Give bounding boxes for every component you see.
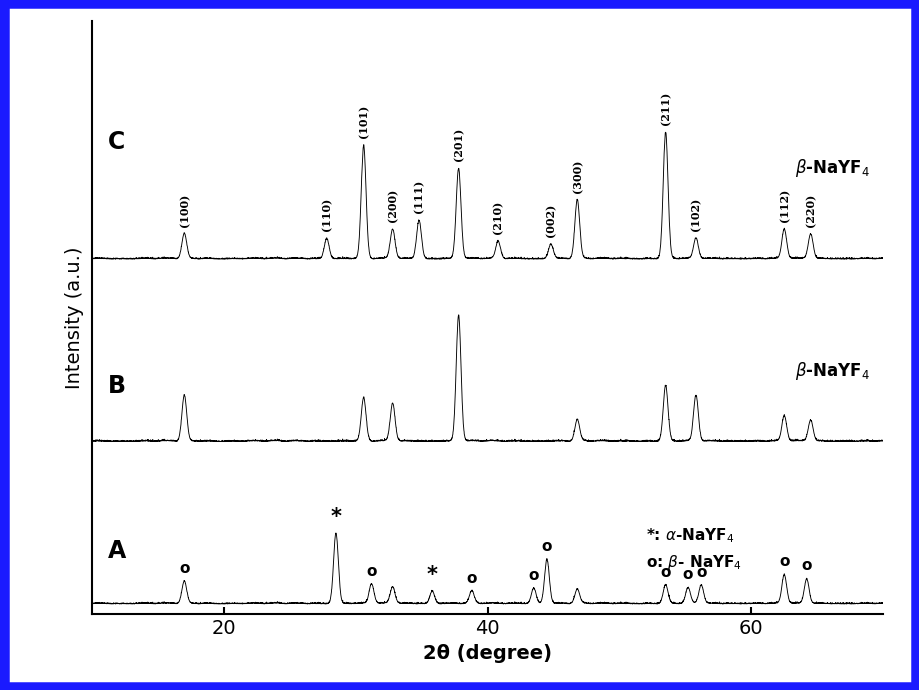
Text: (220): (220) <box>804 193 815 226</box>
Text: (200): (200) <box>387 189 398 222</box>
Text: $\beta$-NaYF$_4$: $\beta$-NaYF$_4$ <box>794 359 869 382</box>
Text: B: B <box>108 374 126 398</box>
Text: (201): (201) <box>452 128 463 161</box>
Text: (101): (101) <box>357 105 369 138</box>
Text: o: o <box>660 565 670 580</box>
Text: (100): (100) <box>178 193 189 226</box>
Text: o: o <box>541 538 551 553</box>
Text: o: o <box>682 567 693 582</box>
Text: o: $\beta$- NaYF$_4$: o: $\beta$- NaYF$_4$ <box>645 553 741 572</box>
Text: C: C <box>108 130 125 155</box>
Text: o: o <box>366 564 377 578</box>
Text: (300): (300) <box>571 159 582 193</box>
Text: (111): (111) <box>413 179 424 213</box>
Y-axis label: Intensity (a.u.): Intensity (a.u.) <box>64 246 84 388</box>
Text: (102): (102) <box>689 198 700 231</box>
Text: (210): (210) <box>492 201 503 235</box>
Text: *: * <box>426 565 437 585</box>
Text: (002): (002) <box>545 204 556 237</box>
Text: o: o <box>528 569 539 584</box>
Text: o: o <box>696 565 706 580</box>
Text: $\beta$-NaYF$_4$: $\beta$-NaYF$_4$ <box>794 157 869 179</box>
Text: *: $\alpha$-NaYF$_4$: *: $\alpha$-NaYF$_4$ <box>645 526 733 545</box>
Text: o: o <box>466 571 476 586</box>
Text: o: o <box>179 561 189 576</box>
Text: (110): (110) <box>321 198 332 231</box>
Text: o: o <box>800 558 811 573</box>
Text: o: o <box>778 554 789 569</box>
Text: (112): (112) <box>778 189 789 222</box>
Text: A: A <box>108 539 126 563</box>
X-axis label: 2θ (degree): 2θ (degree) <box>423 644 551 662</box>
Text: *: * <box>330 507 341 527</box>
Text: (211): (211) <box>660 91 670 125</box>
